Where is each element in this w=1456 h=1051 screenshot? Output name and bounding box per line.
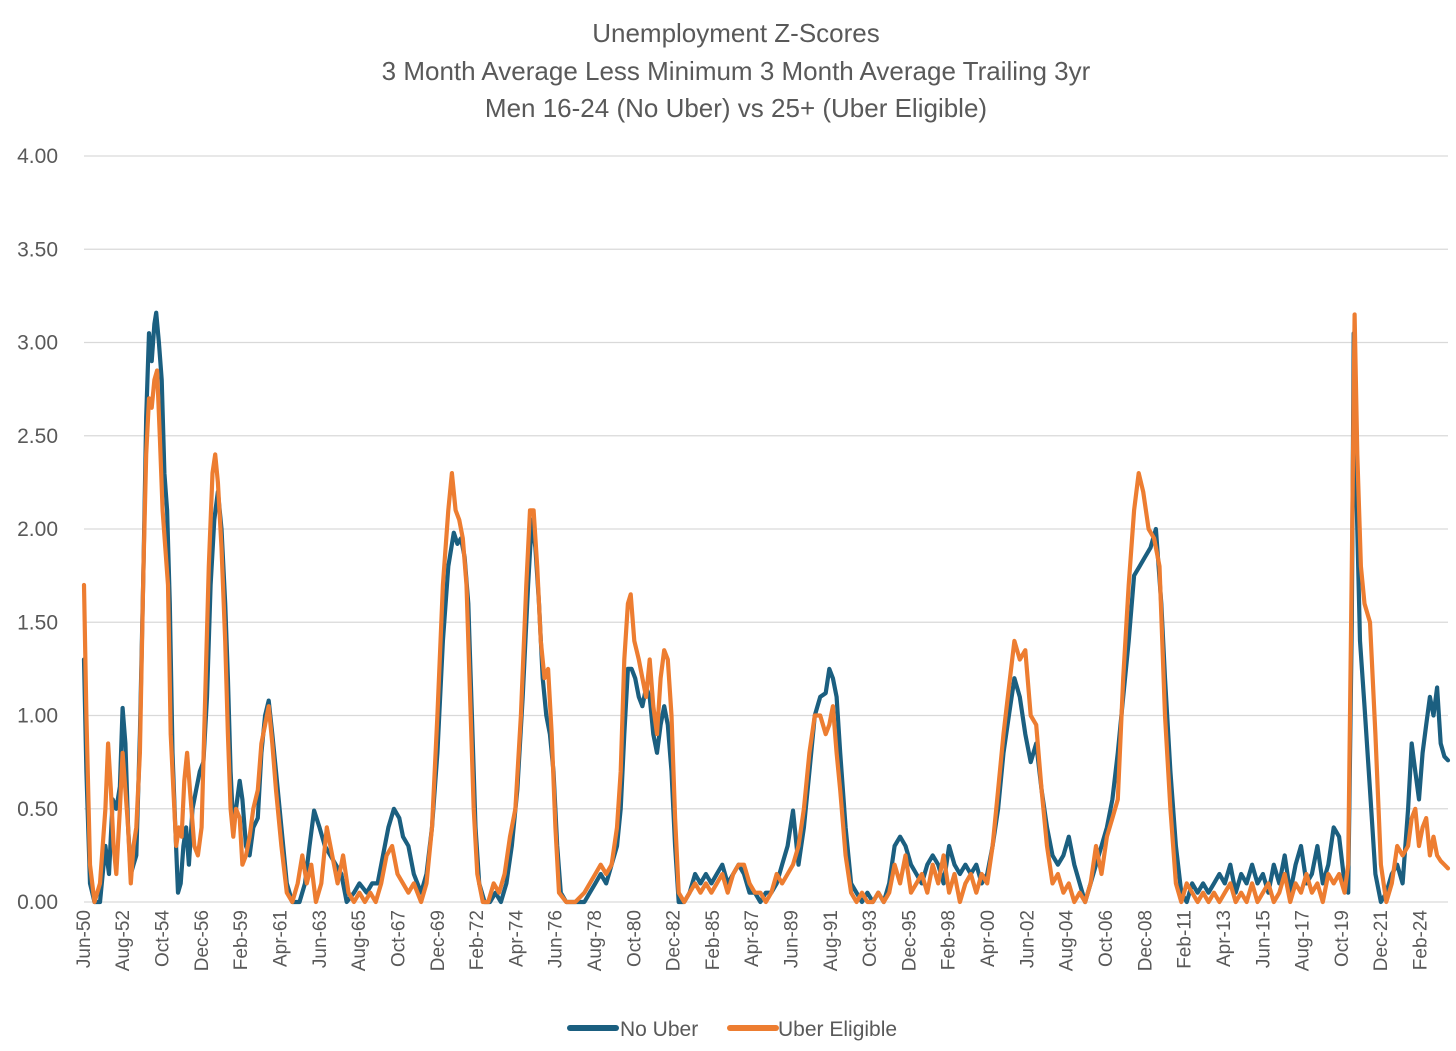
title-line-1: Unemployment Z-Scores [592,18,880,48]
x-tick-label: Aug-52 [113,910,134,971]
x-tick-label: Jun-02 [1017,910,1038,968]
x-tick-label: Oct-67 [388,910,409,967]
gridlines [84,155,1448,903]
y-tick-label: 1.00 [17,705,58,728]
y-axis-labels: 0.00 0.50 1.00 1.50 2.00 2.50 3.00 3.50 4.00 [17,145,58,914]
x-tick-label: Oct-54 [153,910,174,967]
series-line-uber-eligible [81,312,1451,905]
x-tick-label: Aug-78 [585,910,606,971]
x-tick-label: Feb-24 [1410,910,1431,971]
title-line-3: Men 16-24 (No Uber) vs 25+ (Uber Eligibl… [485,93,987,123]
y-tick-label: 0.50 [17,798,58,821]
x-tick-label: Dec-21 [1371,910,1392,971]
y-tick-label: 0.00 [17,891,58,914]
x-tick-label: Oct-93 [860,910,881,967]
y-tick-label: 3.00 [17,332,58,355]
x-tick-label: Jun-76 [546,910,567,968]
series-line-no-uber [81,310,1451,905]
x-tick-label: Dec-56 [192,910,213,971]
x-tick-label: Oct-06 [1096,910,1117,967]
x-tick-label: Jun-15 [1253,910,1274,968]
y-tick-label: 1.50 [17,611,58,634]
y-tick-label: 2.00 [17,518,58,541]
x-tick-label: Dec-69 [428,910,449,971]
legend-label-uber-eligible: Uber Eligible [778,1018,897,1041]
x-tick-label: Feb-59 [231,910,252,970]
x-tick-label: Apr-13 [1214,910,1235,967]
x-tick-label: Jun-63 [310,910,331,968]
y-tick-label: 3.50 [17,238,58,261]
title-line-2: 3 Month Average Less Minimum 3 Month Ave… [382,56,1091,86]
x-tick-label: Aug-91 [821,910,842,971]
series-lines [81,310,1451,905]
x-tick-label: Aug-65 [349,910,370,971]
x-axis-labels: Jun-50 Aug-52 Oct-54 Dec-56 Feb-59 Apr-61 Jun-… [74,910,1431,972]
legend-label-no-uber: No Uber [620,1018,698,1041]
x-tick-label: Oct-19 [1332,910,1353,967]
x-tick-label: Oct-80 [624,910,645,967]
x-tick-label: Feb-98 [939,910,960,970]
x-tick-label: Apr-87 [742,910,763,967]
x-tick-label: Aug-04 [1057,910,1078,972]
y-tick-label: 4.00 [17,145,58,168]
x-tick-label: Dec-82 [664,910,685,971]
x-tick-label: Feb-72 [467,910,488,970]
chart-title: Unemployment Z-Scores 3 Month Average Le… [382,18,1091,123]
x-tick-label: Apr-61 [270,910,291,967]
x-tick-label: Jun-50 [74,910,95,968]
x-tick-label: Apr-00 [978,910,999,967]
x-tick-label: Dec-95 [900,910,921,971]
x-tick-label: Dec-08 [1135,910,1156,971]
y-tick-label: 2.50 [17,425,58,448]
x-tick-label: Jun-89 [782,910,803,968]
x-tick-label: Aug-17 [1292,910,1313,971]
x-tick-label: Feb-11 [1175,910,1196,969]
x-tick-label: Feb-85 [703,910,724,970]
legend: No Uber Uber Eligible [567,1018,897,1041]
x-tick-label: Apr-74 [506,910,527,967]
